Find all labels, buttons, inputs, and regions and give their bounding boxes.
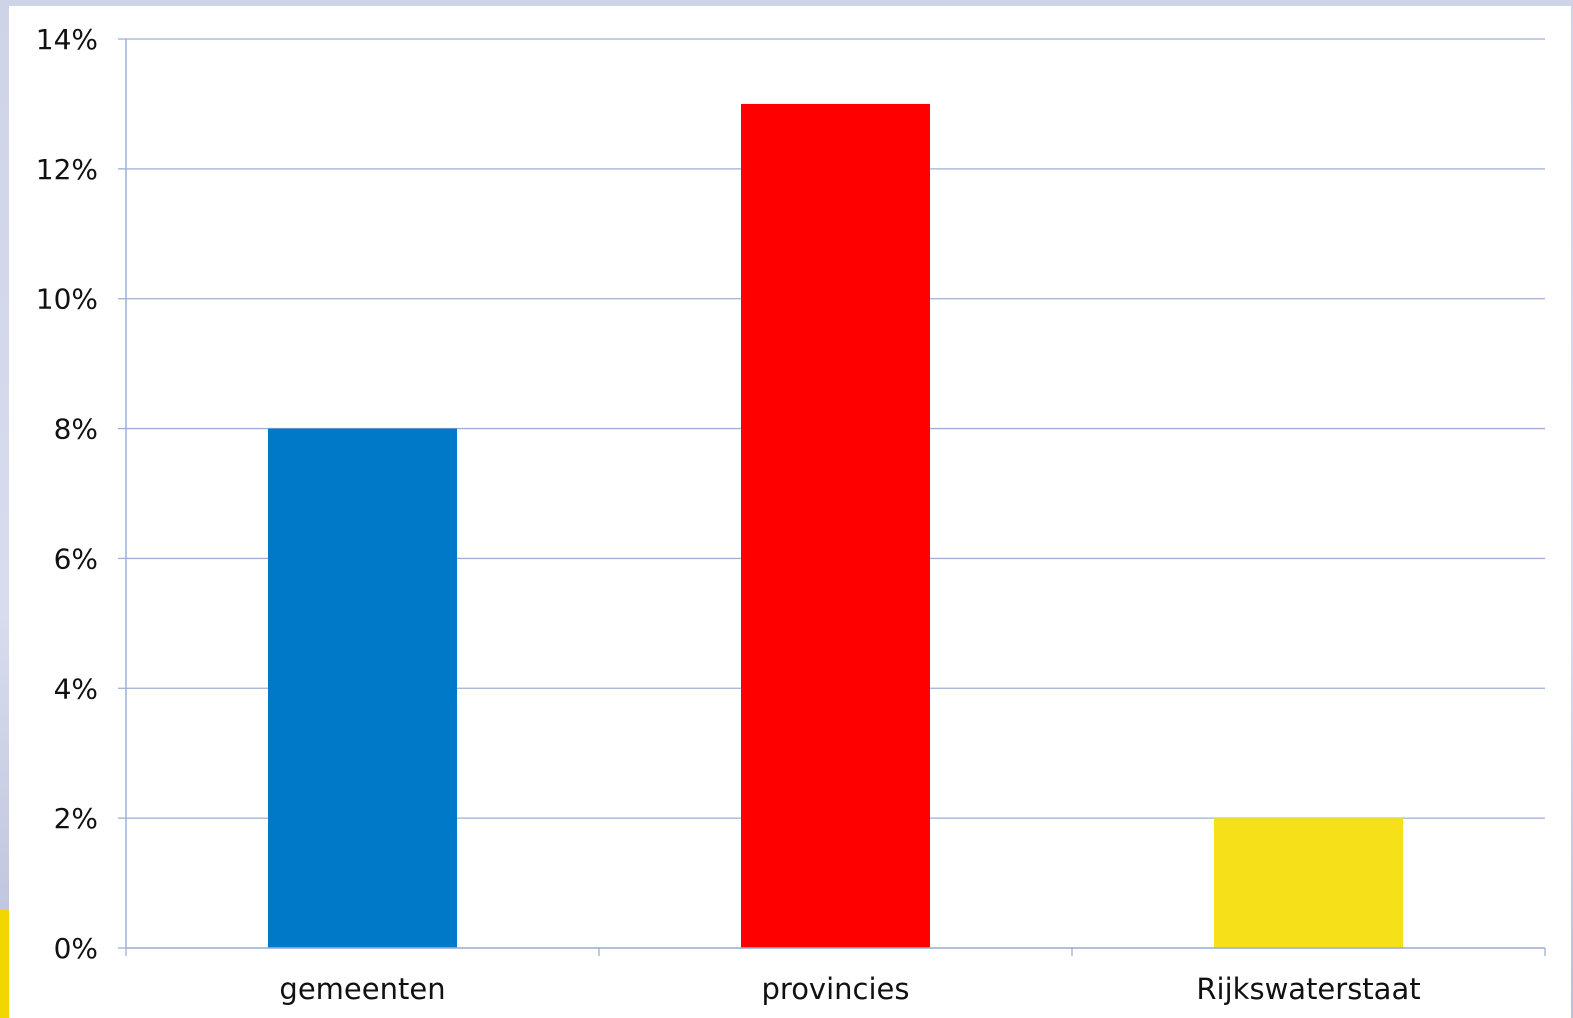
y-tick-label: 0% bbox=[54, 932, 98, 965]
bar-gemeenten bbox=[268, 428, 457, 949]
axes bbox=[118, 38, 1546, 956]
x-tick-label: provincies bbox=[762, 972, 910, 1006]
x-tick-label: gemeenten bbox=[279, 972, 445, 1006]
y-tick-label: 6% bbox=[54, 542, 98, 575]
slide-accent-stripe bbox=[0, 910, 10, 1018]
y-tick-label: 14% bbox=[36, 23, 98, 56]
y-tick-label: 10% bbox=[36, 283, 98, 316]
bar-rijkswaterstaat bbox=[1214, 818, 1403, 948]
x-tick-label: Rijkswaterstaat bbox=[1196, 972, 1420, 1006]
bar-provincies bbox=[741, 103, 930, 948]
y-tick-label: 8% bbox=[54, 413, 98, 446]
y-tick-labels: 0% 2% 4% 6% 8% 10% 12% 14% bbox=[36, 23, 98, 965]
y-tick-label: 12% bbox=[36, 153, 98, 186]
bars bbox=[268, 103, 1403, 949]
y-tick-label: 2% bbox=[54, 802, 98, 835]
y-tick-label: 4% bbox=[54, 672, 98, 705]
x-tick-labels: gemeenten provincies Rijkswaterstaat bbox=[279, 972, 1420, 1006]
